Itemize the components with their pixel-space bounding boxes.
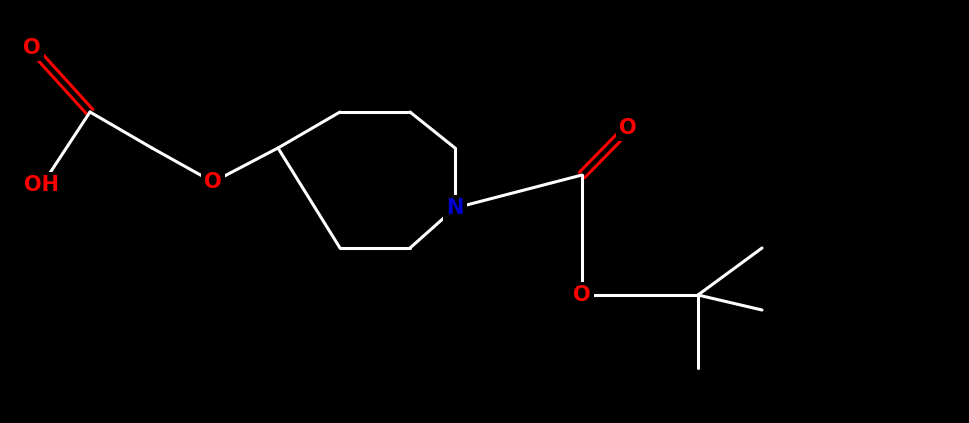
Text: O: O	[204, 172, 222, 192]
Text: O: O	[23, 38, 41, 58]
Text: O: O	[574, 285, 591, 305]
Text: N: N	[447, 198, 464, 218]
Text: O: O	[619, 118, 637, 138]
Text: OH: OH	[24, 175, 59, 195]
